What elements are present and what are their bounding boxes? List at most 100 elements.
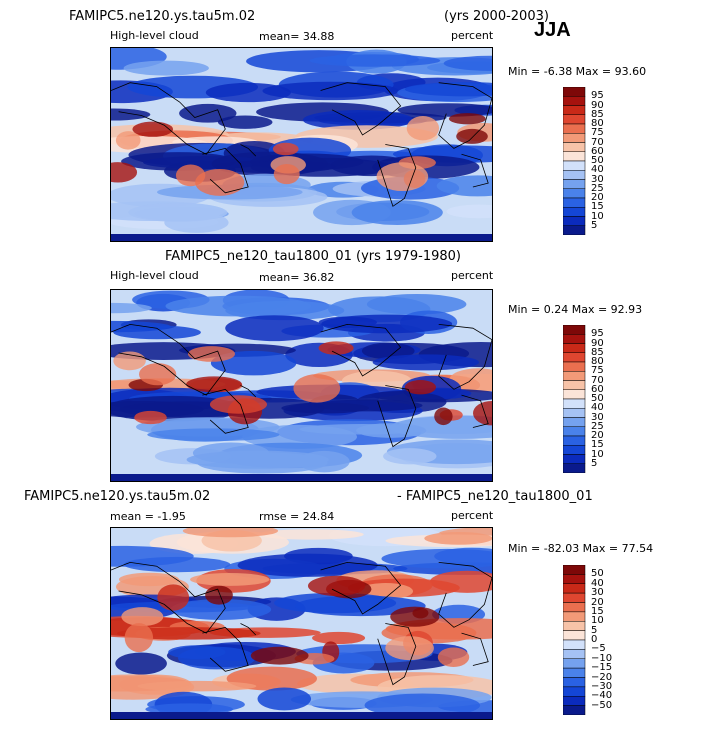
colorbar-tick-label: 40 — [591, 577, 604, 589]
cloud-field-patch — [473, 400, 492, 426]
cloud-field-patch — [225, 315, 324, 342]
antarctic-band — [111, 474, 492, 481]
colorbar-tick-label: 30 — [591, 173, 604, 185]
colorbar-box — [563, 343, 586, 353]
panel1-map — [110, 47, 493, 242]
coastline — [240, 144, 257, 157]
cloud-field-patch — [128, 203, 228, 222]
panel1-minmax: Min = -6.38 Max = 93.60 — [508, 65, 647, 78]
colorbar-box — [563, 686, 586, 697]
cloud-field-patch — [434, 407, 453, 426]
colorbar-tick-label: 5 — [591, 219, 598, 231]
cloud-field-patch — [294, 595, 426, 617]
coastline — [320, 561, 402, 615]
colorbar-box — [563, 417, 586, 427]
cloud-field-patch — [147, 428, 280, 442]
colorbar-box — [563, 649, 586, 659]
cloud-field-patch — [307, 575, 366, 596]
panel2-units: percent — [451, 269, 494, 282]
panel2-minmax: Min = 0.24 Max = 92.93 — [508, 303, 643, 316]
coastline — [320, 323, 402, 377]
cloud-field-patch — [406, 116, 440, 141]
cloud-field-patch — [205, 82, 291, 103]
cloud-field-patch — [111, 162, 138, 183]
panel3-units: percent — [451, 509, 494, 522]
colorbar-tick-label: 95 — [591, 90, 604, 102]
coastline — [377, 623, 417, 686]
coastline — [461, 632, 489, 666]
colorbar-box — [563, 380, 586, 390]
cloud-field-patch — [170, 599, 272, 620]
panel2-title: FAMIPC5_ne120_tau1800_01 (yrs 1979-1980) — [165, 249, 461, 264]
colorbar-box — [563, 151, 586, 162]
colorbar-tick-label: 20 — [591, 430, 604, 441]
coastline — [377, 385, 417, 448]
colorbar-box — [563, 454, 586, 464]
colorbar-box — [563, 160, 586, 171]
colorbar-tick-label: 70 — [591, 136, 604, 148]
colorbar-tick-label: −40 — [591, 690, 613, 702]
colorbar-tick-label: −15 — [591, 662, 613, 674]
coastline — [202, 388, 249, 434]
panel1-title-right: (yrs 2000-2003) — [444, 9, 549, 24]
colorbar-tick-label: 15 — [591, 201, 604, 213]
cloud-field-patch — [165, 295, 312, 317]
cloud-field-patch — [437, 647, 470, 667]
cloud-field-patch — [257, 687, 312, 711]
colorbar-tick-label: 50 — [591, 568, 604, 580]
cloud-field-patch — [443, 55, 492, 71]
cloud-field-patch — [182, 528, 279, 538]
colorbar-tick-label: 25 — [591, 182, 604, 194]
colorbar-box — [563, 667, 586, 678]
cloud-field-patch — [190, 572, 270, 586]
colorbar-tick-label: 95 — [591, 328, 604, 340]
cloud-field-patch — [446, 204, 492, 219]
coastline — [461, 153, 489, 188]
coastline — [111, 561, 226, 634]
cloud-field-patch — [139, 363, 177, 386]
coastline — [461, 394, 489, 428]
panel2-colorbar — [563, 325, 589, 473]
cloud-field-patch — [356, 423, 427, 438]
panel1-title-left: FAMIPC5.ne120.ys.tau5m.02 — [69, 9, 256, 24]
colorbar-box — [563, 170, 586, 180]
coastline — [202, 626, 249, 672]
antarctic-band — [111, 234, 492, 241]
cloud-field-patch — [364, 693, 481, 718]
colorbar-tick-label: 5 — [591, 624, 598, 636]
coastline — [377, 144, 417, 207]
colorbar-tick-label: 40 — [591, 402, 604, 414]
cloud-field-patch — [187, 346, 236, 362]
panel1-mean: mean= 34.88 — [259, 30, 335, 43]
colorbar-box — [563, 705, 586, 715]
coastline — [438, 82, 492, 149]
cloud-field-patch — [257, 529, 364, 540]
cloud-field-patch — [390, 606, 440, 627]
colorbar-box — [563, 105, 586, 115]
panel3-map — [110, 527, 493, 720]
colorbar-tick-label: 20 — [591, 596, 604, 608]
cloud-field-patch — [272, 142, 299, 156]
cloud-field-patch — [124, 623, 154, 653]
cloud-field-patch — [237, 553, 378, 577]
colorbar-box — [563, 677, 586, 688]
colorbar-tick-label: 70 — [591, 374, 604, 386]
coastline — [438, 562, 492, 628]
cloud-field-patch — [456, 128, 488, 144]
colorbar-box — [563, 408, 586, 418]
cloud-field-patch — [205, 585, 233, 605]
colorbar-tick-label: 60 — [591, 383, 604, 395]
cloud-field-patch — [372, 354, 480, 371]
colorbar-tick-label: −20 — [591, 671, 613, 683]
panel3-minmax: Min = -82.03 Max = 77.54 — [508, 542, 654, 555]
colorbar-tick-label: 30 — [591, 411, 604, 423]
cloud-field-patch — [111, 302, 152, 314]
antarctic-band — [111, 712, 492, 719]
colorbar-tick-label: 85 — [591, 346, 604, 358]
colorbar-box — [563, 361, 586, 372]
colorbar-box — [563, 371, 586, 381]
colorbar-box — [563, 188, 586, 199]
cloud-field-patch — [111, 108, 151, 121]
cloud-field-patch — [293, 374, 341, 403]
colorbar-tick-label: 5 — [591, 457, 598, 469]
